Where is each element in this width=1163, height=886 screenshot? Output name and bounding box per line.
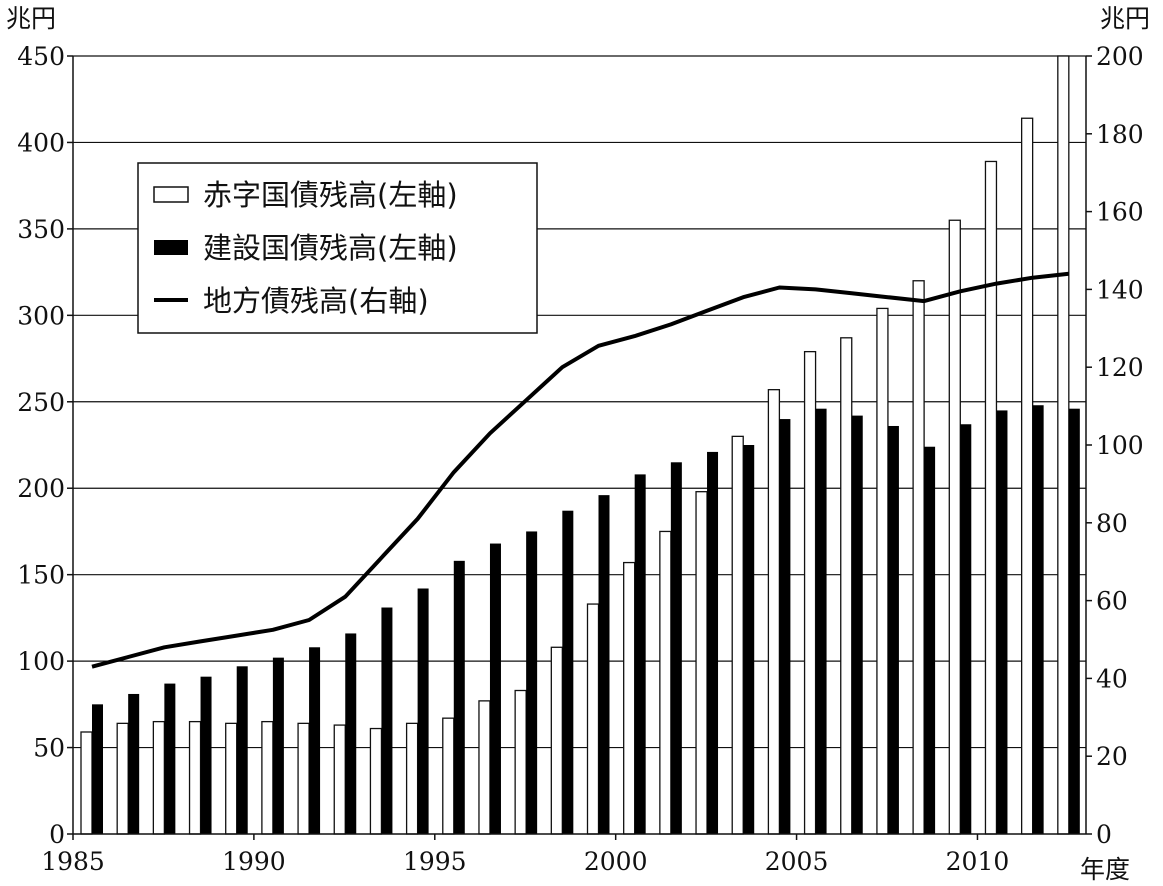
bar-deficit-2007 bbox=[876, 307, 889, 835]
legend-label-construction-bonds: 建設国債残高(左軸) bbox=[203, 231, 458, 265]
right-tick-label-80: 80 bbox=[1096, 509, 1128, 538]
left-tick-label-250: 250 bbox=[17, 388, 65, 417]
bar-deficit-2012 bbox=[1057, 55, 1070, 835]
right-tick-label-60: 60 bbox=[1096, 587, 1128, 616]
bar-construction-2008 bbox=[924, 446, 936, 834]
x-tick-label-2000: 2000 bbox=[584, 847, 648, 876]
bar-deficit-2010 bbox=[984, 160, 998, 835]
bar-deficit-1995 bbox=[442, 717, 455, 835]
bar-construction-1995 bbox=[453, 560, 465, 834]
bar-construction-1996 bbox=[489, 543, 501, 834]
bar-construction-1998 bbox=[562, 510, 574, 834]
bar-deficit-1997 bbox=[514, 689, 527, 835]
right-tick-label-120: 120 bbox=[1096, 353, 1144, 382]
bar-deficit-1988 bbox=[188, 720, 202, 835]
legend-label-local-bonds: 地方債残高(右軸) bbox=[203, 284, 429, 318]
bar-construction-1999 bbox=[598, 495, 610, 834]
bar-deficit-1999 bbox=[586, 603, 600, 835]
line-local-bonds bbox=[91, 271, 1070, 669]
left-axis-unit: 兆円 bbox=[6, 4, 56, 33]
legend-label-deficit-bonds: 赤字国債残高(左軸) bbox=[203, 178, 458, 212]
bar-deficit-2003 bbox=[731, 435, 744, 835]
bar-construction-1986 bbox=[128, 693, 140, 834]
right-tick-label-200: 200 bbox=[1096, 42, 1144, 71]
x-tick-label-1995: 1995 bbox=[403, 847, 467, 876]
legend-swatch-deficit-bonds bbox=[153, 186, 189, 203]
left-tick-label-0: 0 bbox=[49, 820, 65, 849]
bar-construction-1991 bbox=[309, 647, 321, 834]
x-axis-label: 年度 bbox=[1080, 855, 1130, 884]
bar-deficit-2004 bbox=[767, 389, 781, 835]
bar-deficit-2008 bbox=[912, 280, 925, 835]
bar-deficit-1996 bbox=[478, 700, 491, 835]
bar-construction-1997 bbox=[526, 531, 538, 834]
bar-construction-2007 bbox=[887, 425, 899, 834]
left-tick-label-450: 450 bbox=[17, 42, 65, 71]
bar-deficit-1985 bbox=[80, 731, 93, 835]
bar-deficit-1998 bbox=[550, 646, 563, 835]
bar-construction-2000 bbox=[634, 474, 646, 834]
bar-construction-1990 bbox=[272, 657, 284, 834]
bar-deficit-2006 bbox=[840, 337, 853, 835]
right-tick-label-180: 180 bbox=[1096, 120, 1144, 149]
right-tick-label-0: 0 bbox=[1096, 820, 1112, 849]
legend: 赤字国債残高(左軸) 建設国債残高(左軸) 地方債残高(右軸) bbox=[137, 162, 538, 334]
right-tick-label-20: 20 bbox=[1096, 742, 1128, 771]
bar-deficit-2005 bbox=[803, 350, 817, 835]
bars bbox=[80, 55, 1080, 835]
left-tick-label-350: 350 bbox=[17, 215, 65, 244]
bar-construction-1993 bbox=[381, 607, 393, 834]
left-tick-label-200: 200 bbox=[17, 474, 65, 503]
bar-construction-1992 bbox=[345, 633, 357, 834]
bar-deficit-1986 bbox=[116, 722, 129, 835]
bar-construction-2005 bbox=[815, 408, 827, 834]
bar-construction-2002 bbox=[707, 451, 719, 834]
bar-deficit-2000 bbox=[623, 561, 636, 835]
right-tick-label-140: 140 bbox=[1096, 275, 1144, 304]
x-tick-label-2005: 2005 bbox=[765, 847, 829, 876]
bar-construction-2004 bbox=[779, 419, 791, 834]
bar-construction-2012 bbox=[1068, 408, 1080, 834]
bar-deficit-1990 bbox=[261, 720, 274, 835]
bar-construction-1988 bbox=[200, 676, 212, 834]
left-tick-label-150: 150 bbox=[17, 561, 65, 590]
bar-construction-1985 bbox=[92, 704, 103, 834]
legend-swatch-construction-bonds bbox=[154, 240, 188, 255]
left-tick-label-300: 300 bbox=[17, 301, 65, 330]
x-tick-label-1990: 1990 bbox=[222, 847, 286, 876]
legend-box bbox=[137, 162, 538, 334]
bar-deficit-2001 bbox=[659, 530, 672, 835]
bar-deficit-2011 bbox=[1020, 117, 1034, 835]
bar-construction-2010 bbox=[996, 410, 1008, 834]
bar-deficit-2009 bbox=[948, 219, 961, 835]
bar-construction-1994 bbox=[417, 588, 429, 834]
axes: 0 50 100 150 200 250 300 350 400 450 0 20 40 60 80 100 1… bbox=[17, 42, 1143, 876]
line-series bbox=[91, 271, 1070, 669]
right-tick-label-100: 100 bbox=[1096, 431, 1144, 460]
bar-deficit-1994 bbox=[405, 722, 419, 835]
right-tick-label-160: 160 bbox=[1096, 198, 1144, 227]
right-axis-unit: 兆円 bbox=[1100, 4, 1150, 33]
bar-construction-1987 bbox=[164, 683, 176, 834]
bar-construction-1989 bbox=[236, 666, 248, 834]
bar-construction-2003 bbox=[743, 445, 755, 834]
bar-construction-2006 bbox=[851, 415, 863, 834]
bar-deficit-1992 bbox=[333, 724, 346, 835]
left-tick-label-50: 50 bbox=[33, 734, 65, 763]
bar-deficit-2002 bbox=[695, 491, 708, 835]
right-tick-label-40: 40 bbox=[1096, 664, 1128, 693]
bar-deficit-1991 bbox=[297, 722, 310, 835]
bar-construction-2009 bbox=[960, 424, 972, 834]
bar-deficit-1989 bbox=[225, 722, 238, 835]
bar-deficit-1987 bbox=[152, 720, 166, 835]
bar-construction-2001 bbox=[670, 462, 682, 834]
x-tick-label-1985: 1985 bbox=[41, 847, 105, 876]
left-tick-label-100: 100 bbox=[17, 647, 65, 676]
x-tick-label-2010: 2010 bbox=[946, 847, 1010, 876]
left-tick-label-400: 400 bbox=[17, 128, 65, 157]
bar-construction-2011 bbox=[1032, 405, 1044, 834]
bar-deficit-1993 bbox=[369, 727, 383, 835]
